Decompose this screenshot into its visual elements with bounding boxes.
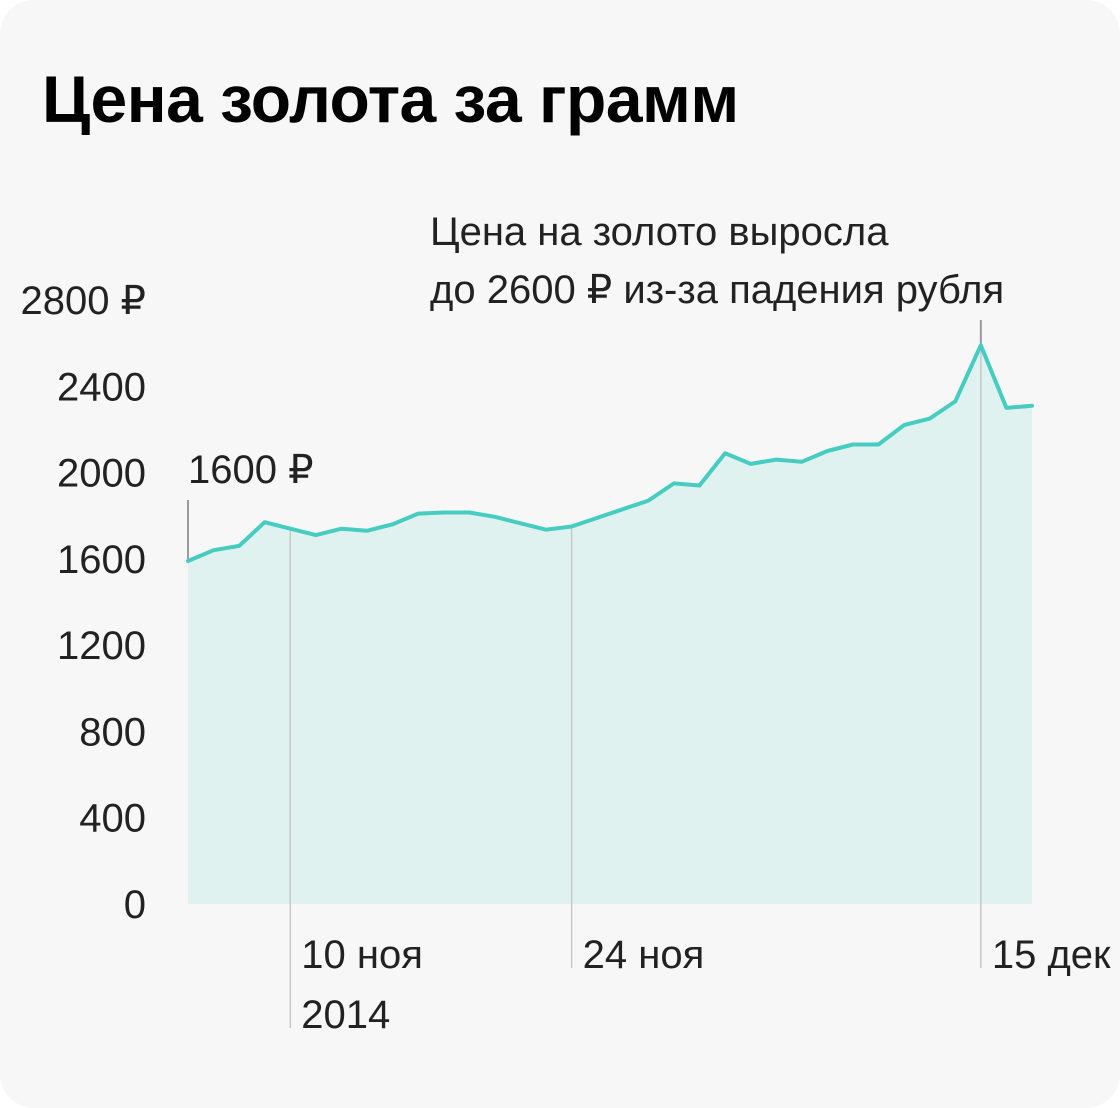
- start-annotation-label: 1600 ₽: [188, 448, 314, 492]
- y-tick-label: 400: [79, 797, 146, 841]
- x-tick-label: 24 ноя: [583, 933, 705, 977]
- x-tick-label: 2014: [301, 993, 390, 1037]
- y-tick-label: 2400: [57, 365, 146, 409]
- y-tick-label: 800: [79, 710, 146, 754]
- y-tick-label: 1600: [57, 538, 146, 582]
- chart-title: Цена золота за грамм: [42, 62, 739, 136]
- area-fill: [188, 345, 1032, 904]
- y-tick-label: 0: [124, 883, 146, 927]
- y-tick-label: 1200: [57, 624, 146, 668]
- peak-annotation-label: Цена на золото выросла: [430, 210, 889, 254]
- series-line: [186, 343, 1034, 563]
- x-tick-label: 15 дек: [992, 933, 1111, 977]
- y-tick-label: 2000: [57, 452, 146, 496]
- y-tick-label: 2800 ₽: [20, 279, 146, 323]
- x-tick-label: 10 ноя: [301, 933, 423, 977]
- peak-annotation-label: до 2600 ₽ из-за падения рубля: [430, 268, 1004, 312]
